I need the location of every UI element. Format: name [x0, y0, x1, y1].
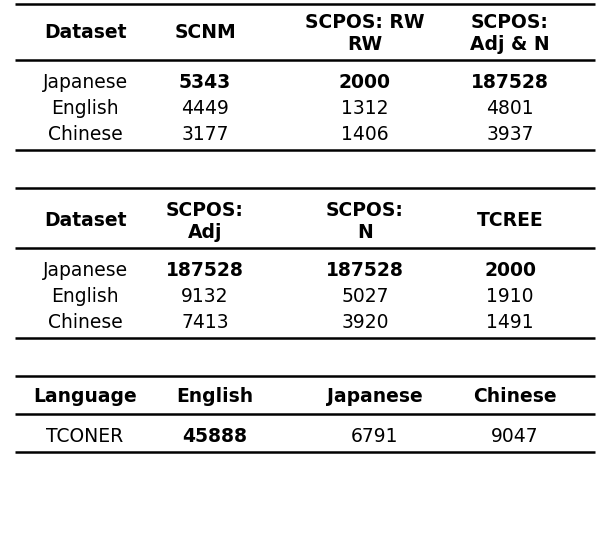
Text: Japanese: Japanese: [43, 261, 128, 279]
Text: Dataset: Dataset: [44, 24, 126, 42]
Text: Japanese: Japanese: [327, 387, 423, 405]
Text: RW: RW: [347, 35, 382, 53]
Text: SCPOS:: SCPOS:: [471, 13, 549, 31]
Text: 187528: 187528: [326, 261, 404, 279]
Text: 5027: 5027: [341, 287, 389, 305]
Text: 4801: 4801: [486, 98, 534, 118]
Text: TCONER: TCONER: [46, 426, 123, 446]
Text: 3920: 3920: [341, 312, 389, 332]
Text: SCNM: SCNM: [174, 24, 236, 42]
Text: 4449: 4449: [181, 98, 229, 118]
Text: 9047: 9047: [491, 426, 539, 446]
Text: Adj & N: Adj & N: [470, 35, 550, 53]
Text: 2000: 2000: [484, 261, 536, 279]
Text: Chinese: Chinese: [473, 387, 557, 405]
Text: English: English: [176, 387, 254, 405]
Text: 1491: 1491: [486, 312, 534, 332]
Text: 2000: 2000: [339, 73, 391, 91]
Text: 9132: 9132: [181, 287, 229, 305]
Text: English: English: [51, 287, 119, 305]
Text: Adj: Adj: [188, 223, 223, 241]
Text: 1406: 1406: [341, 124, 389, 144]
Text: SCPOS: RW: SCPOS: RW: [305, 13, 425, 31]
Text: TCREE: TCREE: [477, 212, 544, 230]
Text: Chinese: Chinese: [47, 124, 122, 144]
Text: 187528: 187528: [471, 73, 549, 91]
Text: 187528: 187528: [166, 261, 244, 279]
Text: 5343: 5343: [179, 73, 231, 91]
Text: Language: Language: [33, 387, 137, 405]
Text: 1312: 1312: [341, 98, 389, 118]
Text: 3937: 3937: [486, 124, 534, 144]
Text: 7413: 7413: [181, 312, 229, 332]
Text: 45888: 45888: [182, 426, 247, 446]
Text: English: English: [51, 98, 119, 118]
Text: SCPOS:: SCPOS:: [326, 201, 404, 219]
Text: Japanese: Japanese: [43, 73, 128, 91]
Text: 3177: 3177: [181, 124, 229, 144]
Text: SCPOS:: SCPOS:: [166, 201, 244, 219]
Text: Dataset: Dataset: [44, 212, 126, 230]
Text: N: N: [357, 223, 373, 241]
Text: 6791: 6791: [351, 426, 399, 446]
Text: 1910: 1910: [486, 287, 534, 305]
Text: Chinese: Chinese: [47, 312, 122, 332]
